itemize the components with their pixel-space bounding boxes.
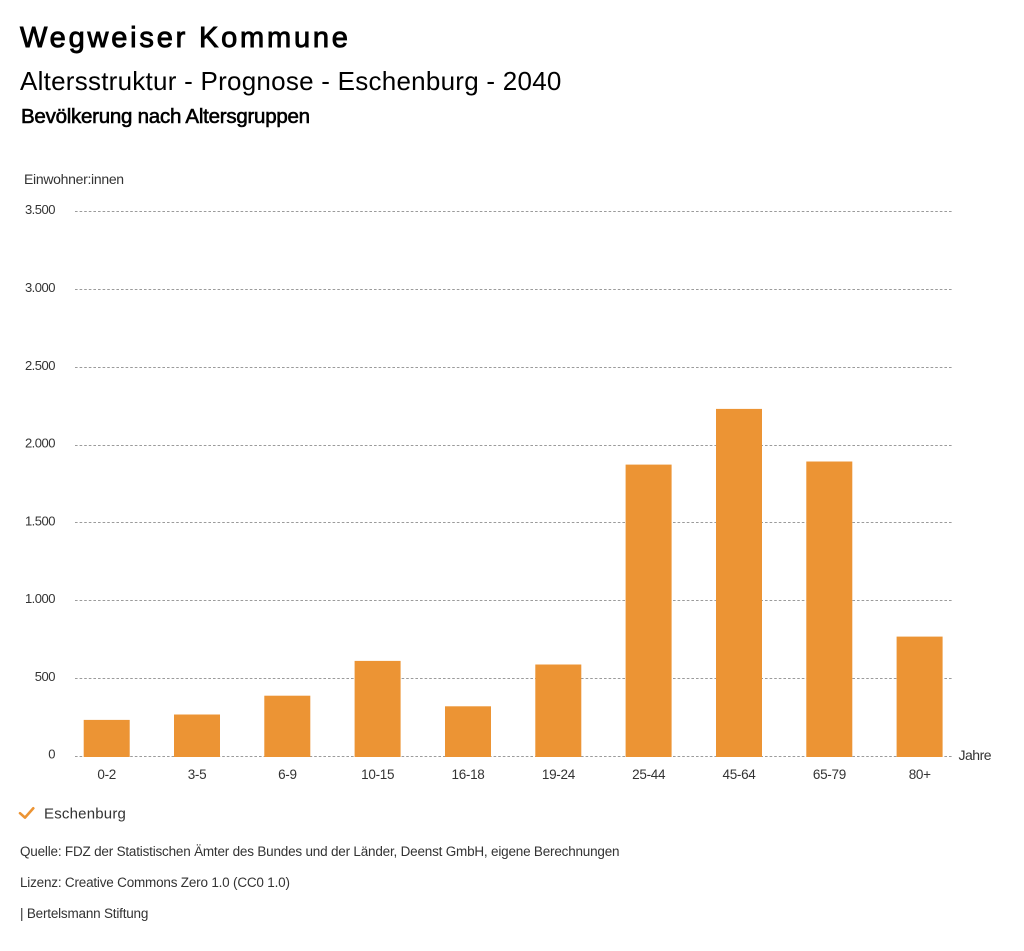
- svg-text:Jahre: Jahre: [959, 747, 992, 763]
- svg-text:Altersstruktur - Prognose - Es: Altersstruktur - Prognose - Eschenburg -…: [20, 66, 562, 96]
- svg-text:45-64: 45-64: [722, 767, 756, 782]
- svg-text:500: 500: [35, 669, 55, 684]
- svg-text:Bevölkerung nach Altersgruppen: Bevölkerung nach Altersgruppen: [21, 105, 310, 128]
- svg-text:3-5: 3-5: [188, 767, 207, 782]
- svg-text:3.500: 3.500: [25, 202, 55, 217]
- svg-text:65-79: 65-79: [813, 767, 846, 782]
- svg-text:| Bertelsmann Stiftung: | Bertelsmann Stiftung: [20, 906, 148, 921]
- svg-text:2.000: 2.000: [25, 436, 55, 451]
- svg-text:1.000: 1.000: [25, 591, 55, 606]
- svg-text:2.500: 2.500: [25, 358, 55, 373]
- svg-text:16-18: 16-18: [451, 767, 484, 782]
- svg-text:25-44: 25-44: [632, 767, 666, 782]
- svg-text:19-24: 19-24: [542, 767, 576, 782]
- svg-text:3.000: 3.000: [25, 280, 55, 295]
- svg-text:80+: 80+: [909, 767, 931, 782]
- svg-text:0-2: 0-2: [97, 767, 116, 782]
- svg-text:0: 0: [48, 747, 55, 762]
- svg-text:1.500: 1.500: [25, 513, 55, 528]
- svg-text:Wegweiser Kommune: Wegweiser Kommune: [20, 22, 351, 54]
- svg-text:10-15: 10-15: [361, 767, 394, 782]
- svg-text:Quelle: FDZ der Statistischen: Quelle: FDZ der Statistischen Ämter des …: [20, 844, 619, 859]
- svg-text:Einwohner:innen: Einwohner:innen: [24, 171, 124, 187]
- svg-text:Lizenz: Creative Commons Zero: Lizenz: Creative Commons Zero 1.0 (CC0 1…: [20, 875, 290, 890]
- svg-text:6-9: 6-9: [278, 767, 297, 782]
- svg-text:Eschenburg: Eschenburg: [44, 805, 126, 822]
